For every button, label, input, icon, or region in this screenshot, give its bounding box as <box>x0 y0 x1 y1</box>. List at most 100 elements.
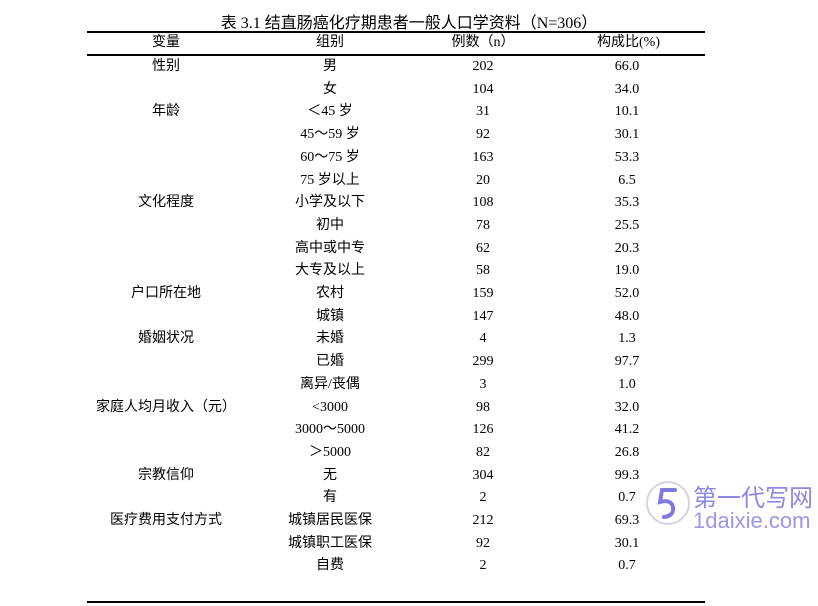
cell-variable: 年龄 <box>152 104 180 120</box>
cell-count: 31 <box>476 104 490 120</box>
table-row: 自费 2 0.7 <box>87 555 705 577</box>
cell-percent: 1.0 <box>618 376 636 392</box>
cell-variable: 文化程度 <box>138 195 194 211</box>
cell-percent: 32.0 <box>614 399 640 415</box>
table-row: 初中 78 25.5 <box>87 215 705 237</box>
table-header: 变量 组别 例数（n） 构成比(%) <box>87 32 705 54</box>
cell-percent: 6.5 <box>618 172 636 188</box>
cell-count: 62 <box>476 240 490 256</box>
cell-percent: 69.3 <box>614 513 640 528</box>
cell-count: 202 <box>472 59 494 74</box>
cell-percent: 34.0 <box>614 81 640 97</box>
table-row: 45～59 岁 92 30.1 <box>87 124 705 146</box>
cell-count: 108 <box>472 195 494 211</box>
cell-count: 147 <box>472 308 494 324</box>
cell-group: 有 <box>323 490 337 506</box>
watermark-en: 1daixie.com <box>693 508 811 533</box>
cell-percent: 99.3 <box>614 467 640 483</box>
cell-group: 大专及以上 <box>295 263 365 279</box>
cell-group: 女 <box>323 81 337 97</box>
cell-count: 126 <box>472 422 494 438</box>
cell-variable: 家庭人均月收入（元） <box>96 399 236 415</box>
table-row: 有 2 0.7 <box>87 487 705 509</box>
watermark-logo-icon <box>646 481 690 525</box>
cell-percent: 53.3 <box>614 149 640 165</box>
cell-group: ＞5000 <box>309 444 351 460</box>
cell-percent: 19.0 <box>614 263 640 279</box>
top-rule <box>87 31 705 33</box>
cell-percent: 25.5 <box>614 217 640 233</box>
cell-percent: 30.1 <box>614 535 640 551</box>
cell-percent: 48.0 <box>614 308 640 324</box>
cell-percent: 0.7 <box>618 558 636 574</box>
cell-count: 104 <box>472 81 494 97</box>
cell-group: 男 <box>323 59 337 74</box>
header-percent: 构成比(%) <box>597 35 660 50</box>
cell-variable: 户口所在地 <box>131 286 201 301</box>
cell-group: 45～59 岁 <box>300 127 360 143</box>
cell-variable: 性别 <box>152 59 180 74</box>
cell-group: <3000 <box>312 399 348 415</box>
table-title: 表 3.1 结直肠癌化疗期患者一般人口学资料（N=306） <box>220 15 598 32</box>
cell-percent: 10.1 <box>614 104 640 120</box>
cell-variable: 婚姻状况 <box>138 331 194 347</box>
watermark: 第一代写网 1daixie.com <box>645 478 818 538</box>
cell-count: 98 <box>476 399 490 415</box>
header-count: 例数（n） <box>451 35 515 50</box>
table-row: 城镇 147 48.0 <box>87 306 705 328</box>
table-row: 宗教信仰 无 304 99.3 <box>87 465 705 487</box>
cell-count: 159 <box>472 286 494 301</box>
cell-variable: 医疗费用支付方式 <box>110 513 222 528</box>
cell-group: 75 岁以上 <box>300 172 360 188</box>
cell-percent: 35.3 <box>614 195 640 211</box>
cell-group: 已婚 <box>316 354 344 370</box>
cell-count: 304 <box>472 467 494 483</box>
table-row: 婚姻状况 未婚 4 1.3 <box>87 328 705 350</box>
cell-group: 城镇职工医保 <box>288 535 372 551</box>
cell-percent: 0.7 <box>618 490 636 506</box>
table-row: 医疗费用支付方式 城镇居民医保 212 69.3 <box>87 510 705 532</box>
table-row: 75 岁以上 20 6.5 <box>87 170 705 192</box>
table-row: 户口所在地 农村 159 52.0 <box>87 283 705 305</box>
cell-group: 3000～5000 <box>295 422 365 438</box>
table-row: 女 104 34.0 <box>87 79 705 101</box>
cell-percent: 30.1 <box>614 127 640 143</box>
table-row: 家庭人均月收入（元） <3000 98 32.0 <box>87 397 705 419</box>
cell-percent: 20.3 <box>614 240 640 256</box>
table-row: 高中或中专 62 20.3 <box>87 238 705 260</box>
table-row: 年龄 ＜45 岁 31 10.1 <box>87 101 705 123</box>
cell-group: 城镇居民医保 <box>288 513 372 528</box>
bottom-rule <box>87 601 705 603</box>
cell-count: 2 <box>479 490 487 506</box>
cell-count: 299 <box>472 354 494 370</box>
cell-group: 无 <box>323 467 337 483</box>
cell-group: 离异/丧偶 <box>300 376 360 392</box>
cell-group: 小学及以下 <box>295 195 365 211</box>
cell-percent: 97.7 <box>614 354 640 370</box>
cell-percent: 52.0 <box>614 286 640 301</box>
cell-count: 2 <box>479 558 487 574</box>
cell-group: 60～75 岁 <box>300 149 360 165</box>
cell-count: 82 <box>476 444 490 460</box>
cell-group: 高中或中专 <box>295 240 365 256</box>
cell-percent: 1.3 <box>618 331 636 347</box>
header-variable: 变量 <box>152 35 180 50</box>
cell-group: 未婚 <box>316 331 344 347</box>
cell-group: 城镇 <box>316 308 344 324</box>
table-row: ＞5000 82 26.8 <box>87 442 705 464</box>
cell-count: 78 <box>476 217 490 233</box>
table-row: 60～75 岁 163 53.3 <box>87 147 705 169</box>
cell-count: 92 <box>476 127 490 143</box>
cell-count: 163 <box>472 149 494 165</box>
watermark-cn: 第一代写网 <box>693 484 813 512</box>
cell-count: 4 <box>479 331 487 347</box>
table-row: 已婚 299 97.7 <box>87 351 705 373</box>
cell-count: 58 <box>476 263 490 279</box>
cell-count: 212 <box>472 513 494 528</box>
table-row: 城镇职工医保 92 30.1 <box>87 533 705 555</box>
header-rule <box>87 54 705 56</box>
table-row: 文化程度 小学及以下 108 35.3 <box>87 192 705 214</box>
cell-count: 20 <box>476 172 490 188</box>
table-row: 3000～5000 126 41.2 <box>87 419 705 441</box>
cell-group: 自费 <box>316 558 344 574</box>
